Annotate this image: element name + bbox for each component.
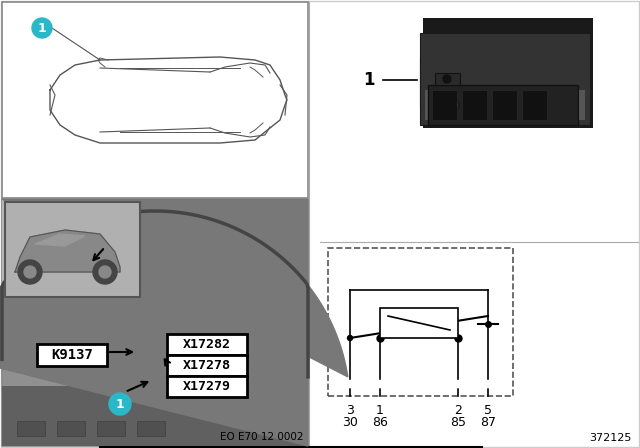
Bar <box>432 90 457 120</box>
Text: 85: 85 <box>450 415 466 428</box>
Bar <box>462 90 487 120</box>
Bar <box>435 73 460 85</box>
Bar <box>2 386 308 446</box>
Text: 1: 1 <box>116 397 124 410</box>
Circle shape <box>454 380 461 388</box>
Bar <box>420 33 590 125</box>
Circle shape <box>99 266 111 278</box>
Bar <box>428 85 578 125</box>
Text: 372125: 372125 <box>589 433 632 443</box>
Bar <box>420 57 590 107</box>
Bar <box>167 355 247 376</box>
Text: 1: 1 <box>364 71 375 89</box>
Text: 1: 1 <box>38 22 46 34</box>
Bar <box>380 308 458 338</box>
Bar <box>2 199 308 446</box>
Polygon shape <box>15 230 120 272</box>
Circle shape <box>484 380 492 388</box>
Bar <box>167 376 247 397</box>
Text: X17278: X17278 <box>183 359 231 372</box>
Text: 2: 2 <box>454 405 462 418</box>
Bar <box>522 90 547 120</box>
Text: EO E70 12 0002: EO E70 12 0002 <box>220 432 303 442</box>
Bar <box>137 421 165 436</box>
Circle shape <box>32 18 52 38</box>
Text: K9137: K9137 <box>51 348 93 362</box>
Text: 86: 86 <box>372 415 388 428</box>
Bar <box>492 90 517 120</box>
Circle shape <box>443 98 457 112</box>
Text: X17279: X17279 <box>183 380 231 393</box>
Bar <box>5 202 140 297</box>
Bar <box>97 421 125 436</box>
Bar <box>2 199 308 319</box>
Circle shape <box>443 75 451 83</box>
Circle shape <box>346 380 353 388</box>
Text: 87: 87 <box>480 415 496 428</box>
Bar <box>150 239 308 319</box>
Bar <box>425 90 585 120</box>
Bar <box>423 18 593 128</box>
Bar <box>2 2 308 198</box>
Circle shape <box>441 96 459 114</box>
Circle shape <box>109 393 131 415</box>
Text: 30: 30 <box>342 415 358 428</box>
Text: 3: 3 <box>346 405 354 418</box>
Circle shape <box>93 260 117 284</box>
Circle shape <box>376 380 383 388</box>
Bar <box>505 90 580 120</box>
Polygon shape <box>0 199 348 446</box>
Text: 1: 1 <box>376 405 384 418</box>
Circle shape <box>18 260 42 284</box>
Polygon shape <box>35 234 85 246</box>
Bar <box>167 334 247 355</box>
Circle shape <box>348 336 353 340</box>
Text: X17282: X17282 <box>183 338 231 351</box>
Bar <box>17 421 45 436</box>
Bar <box>37 344 107 366</box>
Text: 5: 5 <box>484 405 492 418</box>
Bar <box>57 421 85 436</box>
Circle shape <box>24 266 36 278</box>
Bar <box>328 248 513 396</box>
